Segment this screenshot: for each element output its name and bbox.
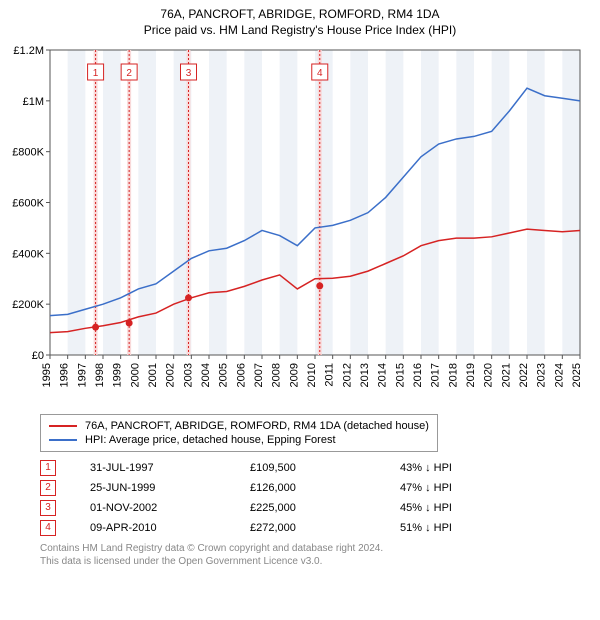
svg-text:2013: 2013 xyxy=(359,363,371,387)
table-row: 1 31-JUL-1997£109,50043% ↓ HPI xyxy=(40,458,530,478)
svg-text:2005: 2005 xyxy=(218,363,230,387)
svg-text:2: 2 xyxy=(126,68,132,79)
svg-text:2000: 2000 xyxy=(129,363,141,387)
svg-text:2006: 2006 xyxy=(235,363,247,387)
transactions-table: 1 31-JUL-1997£109,50043% ↓ HPI 2 25-JUN-199… xyxy=(40,458,530,538)
svg-text:£400K: £400K xyxy=(12,249,44,261)
svg-text:£200K: £200K xyxy=(12,300,44,312)
legend-swatch xyxy=(49,425,77,427)
legend: 76A, PANCROFT, ABRIDGE, ROMFORD, RM4 1DA… xyxy=(40,414,438,452)
svg-text:2008: 2008 xyxy=(271,363,283,387)
table-row: 4 09-APR-2010£272,00051% ↓ HPI xyxy=(40,518,530,538)
txn-price: £109,500 xyxy=(250,458,400,478)
svg-text:2024: 2024 xyxy=(553,363,565,387)
txn-price: £272,000 xyxy=(250,518,400,538)
legend-label: HPI: Average price, detached house, Eppi… xyxy=(85,434,336,446)
svg-text:2002: 2002 xyxy=(165,363,177,387)
svg-text:2009: 2009 xyxy=(288,363,300,387)
txn-vs-hpi: 51% ↓ HPI xyxy=(400,518,530,538)
txn-date: 25-JUN-1999 xyxy=(90,478,250,498)
txn-price: £225,000 xyxy=(250,498,400,518)
svg-text:2025: 2025 xyxy=(571,363,583,387)
txn-marker: 1 xyxy=(40,460,56,476)
svg-text:2020: 2020 xyxy=(483,363,495,387)
legend-item: 76A, PANCROFT, ABRIDGE, ROMFORD, RM4 1DA… xyxy=(49,419,429,433)
svg-text:2004: 2004 xyxy=(200,363,212,387)
svg-text:2015: 2015 xyxy=(394,363,406,387)
title-line-1: 76A, PANCROFT, ABRIDGE, ROMFORD, RM4 1DA xyxy=(0,6,600,22)
svg-text:1998: 1998 xyxy=(94,363,106,387)
svg-text:4: 4 xyxy=(317,68,323,79)
txn-vs-hpi: 43% ↓ HPI xyxy=(400,458,530,478)
svg-text:2010: 2010 xyxy=(306,363,318,387)
txn-marker: 2 xyxy=(40,480,56,496)
svg-text:2007: 2007 xyxy=(253,363,265,387)
txn-date: 09-APR-2010 xyxy=(90,518,250,538)
root: 76A, PANCROFT, ABRIDGE, ROMFORD, RM4 1DA… xyxy=(0,0,600,568)
svg-text:1997: 1997 xyxy=(76,363,88,387)
svg-text:1999: 1999 xyxy=(112,363,124,387)
title-line-2: Price paid vs. HM Land Registry's House … xyxy=(0,22,600,38)
txn-vs-hpi: 47% ↓ HPI xyxy=(400,478,530,498)
txn-date: 01-NOV-2002 xyxy=(90,498,250,518)
legend-label: 76A, PANCROFT, ABRIDGE, ROMFORD, RM4 1DA… xyxy=(85,420,429,432)
title-block: 76A, PANCROFT, ABRIDGE, ROMFORD, RM4 1DA… xyxy=(0,0,600,38)
svg-text:1: 1 xyxy=(93,68,99,79)
svg-text:1995: 1995 xyxy=(41,363,53,387)
txn-price: £126,000 xyxy=(250,478,400,498)
chart: £0 £200K £400K £600K £800K £1M £1.2M 1995 1996 19… xyxy=(0,38,600,408)
svg-text:2017: 2017 xyxy=(430,363,442,387)
svg-text:£1.2M: £1.2M xyxy=(13,45,44,57)
svg-text:3: 3 xyxy=(186,68,192,79)
txn-marker: 3 xyxy=(40,500,56,516)
svg-text:2016: 2016 xyxy=(412,363,424,387)
svg-text:£0: £0 xyxy=(32,350,44,362)
footer-line-1: Contains HM Land Registry data © Crown c… xyxy=(40,542,586,555)
footer-line-2: This data is licensed under the Open Gov… xyxy=(40,555,586,568)
txn-marker: 4 xyxy=(40,520,56,536)
svg-text:2023: 2023 xyxy=(536,363,548,387)
chart-svg: £0 £200K £400K £600K £800K £1M £1.2M 1995 1996 19… xyxy=(0,38,600,408)
svg-text:2012: 2012 xyxy=(341,363,353,387)
legend-swatch xyxy=(49,439,77,441)
legend-item: HPI: Average price, detached house, Eppi… xyxy=(49,433,429,447)
svg-text:2001: 2001 xyxy=(147,363,159,387)
svg-text:2021: 2021 xyxy=(500,363,512,387)
svg-text:2003: 2003 xyxy=(182,363,194,387)
svg-text:£600K: £600K xyxy=(12,198,44,210)
txn-vs-hpi: 45% ↓ HPI xyxy=(400,498,530,518)
svg-text:1996: 1996 xyxy=(59,363,71,387)
svg-text:£800K: £800K xyxy=(12,147,44,159)
table-row: 2 25-JUN-1999£126,00047% ↓ HPI xyxy=(40,478,530,498)
svg-text:£1M: £1M xyxy=(23,96,44,108)
svg-text:2018: 2018 xyxy=(447,363,459,387)
table-row: 3 01-NOV-2002£225,00045% ↓ HPI xyxy=(40,498,530,518)
svg-text:2014: 2014 xyxy=(377,363,389,387)
txn-date: 31-JUL-1997 xyxy=(90,458,250,478)
footer-note: Contains HM Land Registry data © Crown c… xyxy=(40,542,586,568)
svg-text:2011: 2011 xyxy=(324,363,336,387)
svg-text:2022: 2022 xyxy=(518,363,530,387)
svg-text:2019: 2019 xyxy=(465,363,477,387)
